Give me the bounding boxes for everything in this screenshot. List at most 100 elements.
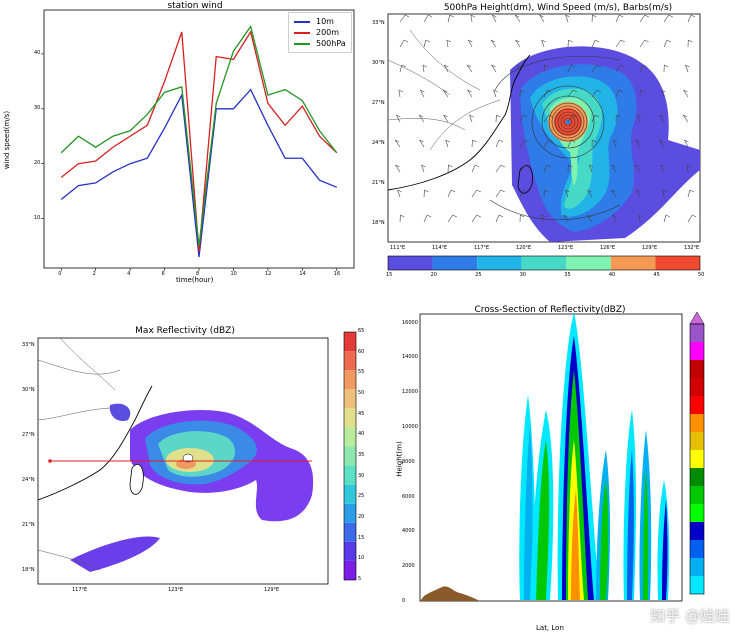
height-contours — [489, 55, 621, 221]
wind-barb-flag — [619, 14, 624, 18]
lon-tick-label: 129°E — [642, 245, 658, 251]
lat-tick-label: 21°N — [22, 522, 35, 528]
wind-barb-flag — [476, 189, 481, 193]
colorbar-tick-label: 60 — [358, 348, 365, 355]
wind-barb — [636, 189, 641, 198]
wind-barb — [447, 14, 451, 23]
wind-barb-flag — [403, 39, 409, 43]
wind-barb-flag — [424, 189, 429, 193]
wind-barb — [466, 64, 473, 73]
wind-barb-flag — [394, 139, 400, 143]
lon-tick-label: 117°E — [72, 587, 88, 593]
wind-barb-flag — [449, 14, 454, 18]
wind-barb-flag — [443, 114, 448, 118]
colorbar-segment — [690, 450, 704, 468]
wind-barb — [444, 64, 449, 73]
colorbar-tick-label: 25 — [475, 272, 482, 278]
wind-barb — [687, 189, 691, 198]
wind-barb-flag — [499, 139, 504, 143]
wind-barb — [543, 89, 548, 98]
colorbar-segment — [344, 560, 356, 580]
wind-barb-flag — [472, 139, 477, 143]
colorbar-segment — [344, 427, 356, 447]
wind-barb — [639, 39, 645, 48]
wind-barb — [395, 164, 401, 173]
colorbar-tick-label: 65 — [358, 328, 365, 334]
wind-barb — [399, 14, 406, 23]
wind-barb — [495, 164, 502, 173]
wind-barb-flag — [498, 214, 504, 218]
wind-barb-flag — [664, 64, 669, 68]
colorbar-tick-label: 55 — [358, 369, 365, 376]
wind-barb-flag — [589, 164, 594, 168]
colorbar-segment — [690, 378, 704, 396]
terrain — [420, 586, 480, 601]
station-wind-chart — [41, 9, 355, 271]
wind-barb-flag — [398, 89, 403, 93]
wind-barb — [419, 139, 425, 148]
colorbar-frame — [387, 255, 701, 271]
wind-barb — [662, 189, 665, 198]
max-reflectivity-map — [37, 337, 329, 585]
cross-section-chart — [419, 313, 683, 602]
wind-barb-flag — [427, 214, 432, 218]
wind-barb-flag — [490, 39, 496, 43]
colorbar-segment — [690, 558, 704, 576]
wind-barb — [543, 114, 550, 123]
wind-barb — [634, 164, 641, 173]
wind-barb — [421, 164, 425, 173]
y-tick-label: 14000 — [402, 354, 418, 361]
cross-section-panel: Cross-Section of Reflectivity(dBZ) — [370, 300, 740, 636]
wind-barb — [398, 89, 401, 98]
colorbar-extend-arrow — [689, 311, 705, 325]
wind-barb — [660, 164, 665, 173]
wind-barb-flag — [644, 39, 649, 43]
y-tick-label: 40 — [34, 49, 41, 56]
y-tick-label: 6000 — [402, 493, 415, 500]
wind-barb — [394, 139, 401, 148]
colorbar-tick-label: 35 — [564, 272, 571, 278]
wind-barb-flag — [548, 114, 553, 118]
cross-section-title: Cross-Section of Reflectivity(dBZ) — [474, 305, 626, 315]
y-tick-label: 16000 — [402, 319, 418, 326]
colorbar-tick-label: 10 — [358, 555, 365, 562]
height-wind-colorbar — [387, 255, 701, 271]
wind-barb — [615, 14, 620, 23]
wind-barb — [397, 189, 401, 198]
coastline-ref — [38, 385, 153, 501]
x-tick-label: 12 — [264, 271, 272, 277]
y-tick-label: 4000 — [402, 528, 415, 535]
wind-barb — [490, 39, 497, 48]
colorbar-segment — [344, 351, 356, 371]
wind-barb — [684, 139, 689, 148]
colorbar-segment — [690, 486, 704, 504]
lon-tick-label: 123°E — [558, 245, 574, 251]
wind-barb-flag — [658, 139, 664, 143]
wind-barb — [469, 114, 473, 123]
wind-barb-flag — [466, 64, 472, 68]
wind-barb-flag — [611, 164, 616, 168]
wind-barb — [491, 64, 497, 73]
x-tick-label: 6 — [161, 271, 165, 277]
wind-barb — [539, 14, 545, 23]
lat-tick-label: 21°N — [372, 180, 385, 186]
wind-barb-flag — [686, 164, 692, 168]
colorbar-tick-label: 40 — [358, 431, 365, 438]
borders-ref — [38, 338, 121, 571]
wind-barb-flag — [491, 64, 496, 68]
wind-barb — [467, 89, 473, 98]
wind-barb-flag — [520, 214, 525, 218]
wind-barb-flag — [689, 189, 695, 193]
colorbar-segment — [690, 396, 704, 414]
wind-barb-flag — [612, 214, 617, 218]
wind-barb-flag — [665, 214, 671, 218]
wind-barb — [517, 64, 521, 73]
lon-tick-label: 120°E — [516, 245, 532, 251]
wind-barb-flag — [541, 39, 546, 43]
wind-barb-flag — [563, 214, 568, 218]
wind-barb-flag — [595, 39, 600, 43]
wind-barb-flag — [541, 214, 546, 218]
wind-barb-flag — [395, 164, 400, 168]
wind-barb — [468, 39, 473, 48]
wind-barb — [447, 189, 452, 198]
